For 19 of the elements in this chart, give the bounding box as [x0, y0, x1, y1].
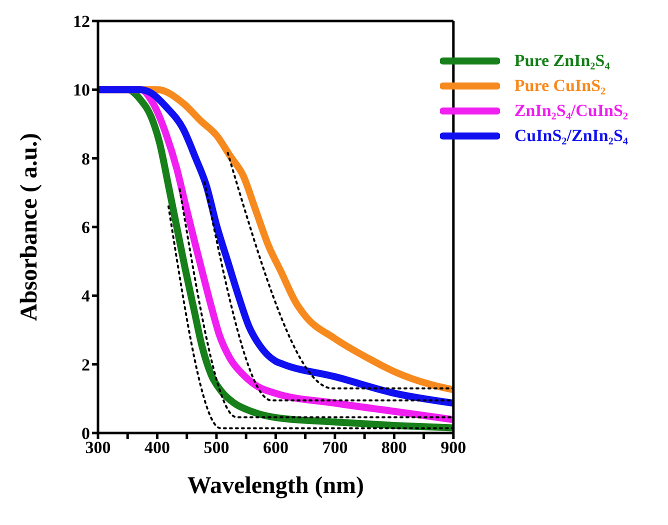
x-axis-title: Wavelength (nm): [187, 473, 364, 499]
legend-label: ZnIn₂S₄/CuInS₂: [514, 100, 628, 120]
legend-label: CuInS₂/ZnIn₂S₄: [514, 126, 628, 146]
y-tick-label: 10: [73, 80, 90, 100]
y-tick-label: 12: [73, 12, 90, 32]
y-tick-label: 6: [82, 218, 90, 238]
y-tick-label: 4: [82, 286, 90, 306]
legend-label: Pure CuInS₂: [514, 76, 606, 96]
x-tick-label: 600: [262, 438, 288, 458]
x-tick-label: 900: [440, 438, 466, 458]
y-tick-label: 2: [82, 355, 90, 374]
x-tick-label: 700: [322, 438, 348, 458]
legend-label: Pure ZnIn₂S₄: [514, 50, 610, 70]
x-tick-label: 400: [144, 438, 170, 458]
x-tick-label: 300: [85, 438, 111, 458]
y-tick-label: 8: [82, 149, 90, 168]
y-axis-title: Absorbance ( a.u.): [16, 132, 43, 322]
x-tick-label: 800: [381, 438, 407, 458]
x-tick-label: 500: [204, 438, 230, 458]
